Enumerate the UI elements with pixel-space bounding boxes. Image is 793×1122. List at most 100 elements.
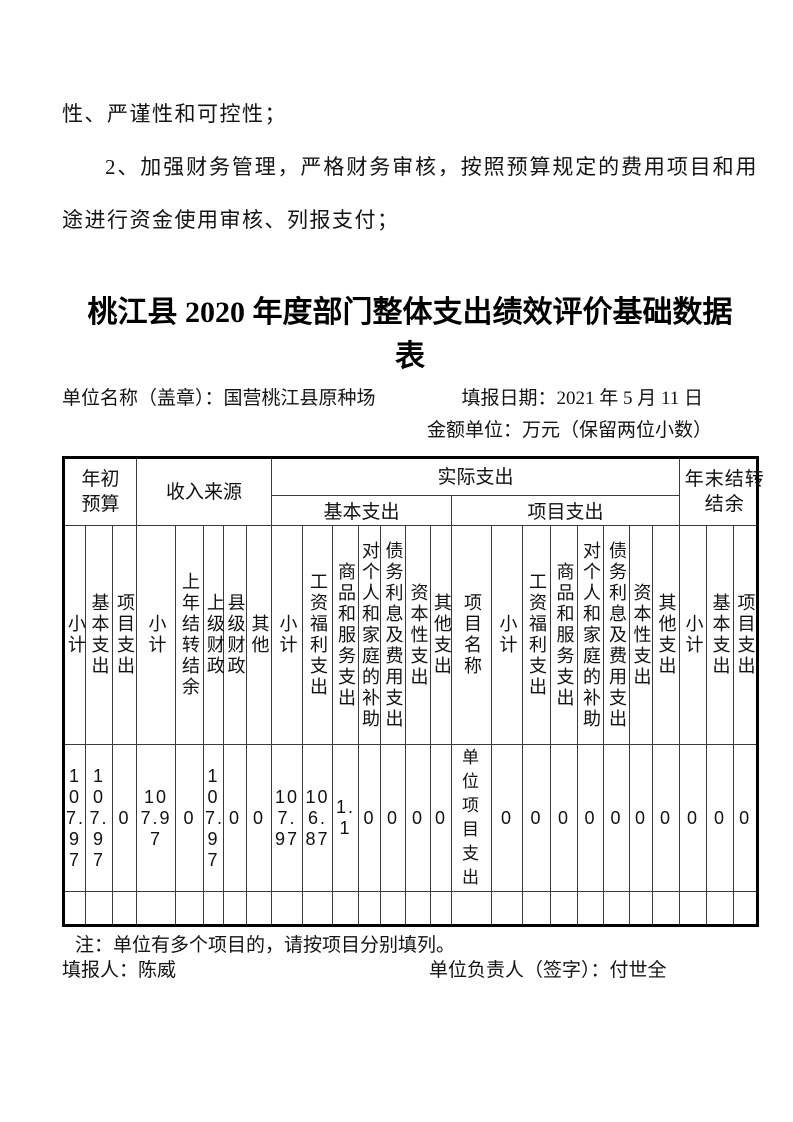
group-header-cell: 实际支出 — [271, 457, 681, 496]
column-header-cell: 项目支出 — [112, 525, 137, 745]
empty-cell — [63, 891, 86, 926]
value-cell: 0 — [522, 744, 552, 892]
empty-cell — [85, 891, 113, 926]
intro-paragraph-2: 2、加强财务管理，严格财务审核，按照预算规定的费用项目和用途进行资金使用审核、列… — [62, 155, 758, 232]
empty-cell — [430, 891, 453, 926]
value-cell: 0 — [550, 744, 579, 892]
empty-cell — [332, 891, 360, 926]
column-header-label: 项目支出 — [114, 593, 135, 677]
empty-cell — [175, 891, 204, 926]
value-cell: 107.97 — [271, 744, 304, 892]
column-header-label: 商品和服务支出 — [335, 561, 356, 709]
column-header-cell: 上年结转结余 — [175, 525, 204, 745]
subgroup-header-cell: 项目支出 — [451, 495, 681, 526]
column-header-label: 小计 — [277, 614, 298, 656]
column-header-cell: 债务利息及费用支出 — [603, 525, 631, 745]
column-header-cell: 小计 — [136, 525, 176, 745]
column-header-label: 债务利息及费用支出 — [383, 540, 404, 730]
column-header-label: 小计 — [497, 614, 518, 656]
column-header-label: 对个人和家庭的补助 — [359, 540, 380, 730]
column-header-label: 项目支出 — [735, 593, 756, 677]
value-cell: 0 — [430, 744, 453, 892]
column-header-cell: 债务利息及费用支出 — [380, 525, 407, 745]
column-header-cell: 其他支出 — [652, 525, 681, 745]
column-header-label: 对个人和家庭的补助 — [580, 540, 601, 730]
empty-cell — [679, 891, 708, 926]
value-cell: 0 — [380, 744, 407, 892]
value-cell: 0 — [358, 744, 382, 892]
group-header-cell: 年末结转结余 — [679, 457, 764, 526]
meta-row: 单位名称（盖章）：国营桃江县原种场 填报日期：2021 年 5 月 11 日 — [62, 387, 758, 411]
empty-cell — [733, 891, 759, 926]
empty-cell — [112, 891, 137, 926]
column-header-cell: 基本支出 — [706, 525, 735, 745]
empty-cell — [706, 891, 735, 926]
empty-cell — [603, 891, 631, 926]
column-header-label: 工资福利支出 — [526, 572, 547, 698]
value-cell: 0 — [491, 744, 524, 892]
group-header-label: 收入来源 — [166, 481, 243, 503]
column-header-cell: 对个人和家庭的补助 — [358, 525, 382, 745]
column-header-cell: 资本性支出 — [405, 525, 432, 745]
column-header-cell: 小计 — [491, 525, 524, 745]
page-title: 桃江县 2020 年度部门整体支出绩效评价基础数据表 — [87, 296, 733, 373]
empty-cell — [302, 891, 334, 926]
signature-row: 填报人：陈威 单位负责人（签字）：付世全 — [62, 958, 758, 984]
group-header-label: 年初预算 — [81, 469, 120, 515]
column-header-cell: 工资福利支出 — [302, 525, 334, 745]
empty-cell — [652, 891, 681, 926]
value-cell: 单位项目支出 — [451, 744, 493, 892]
value-cell: 0 — [652, 744, 681, 892]
column-header-cell: 资本性支出 — [629, 525, 654, 745]
empty-cell — [380, 891, 407, 926]
preparer-label: 填报人：陈威 — [62, 960, 177, 981]
empty-cell — [358, 891, 382, 926]
amount-unit-label: 金额单位：万元（保留两位小数） — [426, 420, 712, 441]
empty-cell — [629, 891, 654, 926]
subgroup-header-cell: 基本支出 — [271, 495, 453, 526]
value-cell: 0 — [405, 744, 432, 892]
value-cell: 0 — [112, 744, 137, 892]
document-page: 性、严谨性和可控性； 2、加强财务管理，严格财务审核，按照预算规定的费用项目和用… — [62, 88, 764, 984]
empty-cell — [136, 891, 176, 926]
column-header-cell: 小计 — [63, 525, 86, 745]
column-header-label: 工资福利支出 — [307, 572, 328, 698]
intro-section: 性、严谨性和可控性； 2、加强财务管理，严格财务审核，按照预算规定的费用项目和用… — [62, 88, 758, 247]
column-header-cell: 对个人和家庭的补助 — [577, 525, 605, 745]
column-header-cell: 基本支出 — [85, 525, 113, 745]
column-header-label: 县级财政 — [225, 593, 246, 677]
column-header-label: 基本支出 — [89, 593, 110, 677]
empty-cell — [203, 891, 224, 926]
value-cell: 107.97 — [203, 744, 224, 892]
value-cell: 0 — [679, 744, 708, 892]
empty-cell — [522, 891, 552, 926]
report-date-label: 填报日期：2021 年 5 月 11 日 — [461, 388, 703, 409]
value-cell: 107.97 — [63, 744, 86, 892]
value-cell: 0 — [603, 744, 631, 892]
value-cell: 107.97 — [85, 744, 113, 892]
column-header-label: 小计 — [146, 614, 167, 656]
group-header-cell: 收入来源 — [135, 457, 273, 526]
column-header-label: 债务利息及费用支出 — [606, 540, 627, 730]
column-header-cell: 其他 — [245, 525, 273, 745]
column-header-label: 商品和服务支出 — [554, 561, 575, 709]
value-cell: 0 — [175, 744, 204, 892]
value-cell: 107.97 — [136, 744, 176, 892]
column-header-cell: 工资福利支出 — [522, 525, 552, 745]
value-cell: 0 — [245, 744, 273, 892]
column-header-label: 上级财政 — [204, 593, 225, 677]
group-header-cell: 年初预算 — [63, 457, 137, 526]
column-header-label: 小计 — [683, 614, 704, 656]
column-header-cell: 商品和服务支出 — [550, 525, 579, 745]
empty-cell — [405, 891, 432, 926]
column-header-label: 基本支出 — [710, 593, 731, 677]
column-header-cell: 商品和服务支出 — [332, 525, 360, 745]
empty-cell — [271, 891, 304, 926]
value-cell: 0 — [629, 744, 654, 892]
empty-cell — [245, 891, 273, 926]
column-header-label: 上年结转结余 — [179, 572, 200, 698]
column-header-label: 资本性支出 — [631, 582, 652, 688]
column-header-cell: 小计 — [271, 525, 304, 745]
expenditure-table: 年初预算 收入来源 实际支出 年末结转结余 基本支出 项目支出 小计 基本支出 项目支出 小计 上年… — [62, 456, 764, 927]
column-header-label: 其他 — [249, 614, 270, 656]
